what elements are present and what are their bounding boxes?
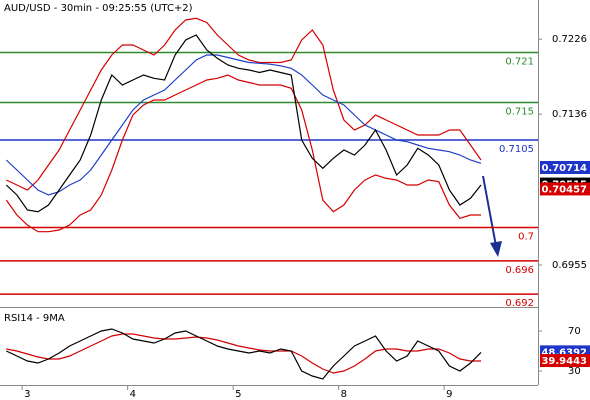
x-tick-label: 4 xyxy=(130,389,136,400)
series-line xyxy=(6,17,482,191)
chart-title: AUD/USD - 30min - 09:25:55 (UTC+2) xyxy=(4,3,193,14)
price-badge-label: 0.70457 xyxy=(541,184,587,195)
x-tick-label: 8 xyxy=(341,389,347,400)
forecast-arrow xyxy=(482,175,502,257)
level-label: 0.721 xyxy=(505,57,534,68)
y-tick-label: 0.6955 xyxy=(552,260,587,271)
y-tick-label: 30 xyxy=(568,366,581,377)
x-tick-label: 9 xyxy=(446,389,452,400)
series-line xyxy=(6,333,481,374)
y-tick-label: 70 xyxy=(568,326,581,337)
y-tick-label: 0.7226 xyxy=(552,34,587,45)
price-badge-label: 0.70714 xyxy=(541,163,587,174)
x-tick-label: 3 xyxy=(24,389,30,400)
indicator-title: RSI14 - 9MA xyxy=(4,313,65,324)
level-label: 0.7105 xyxy=(499,144,534,155)
price-badge xyxy=(540,161,590,174)
level-label: 0.7 xyxy=(518,232,534,243)
price-badge xyxy=(540,354,590,368)
level-label: 0.696 xyxy=(505,265,534,276)
level-label: 0.715 xyxy=(505,107,534,118)
series-line xyxy=(6,328,482,380)
price-badge xyxy=(540,182,590,196)
arrow-head xyxy=(490,241,502,257)
series-line xyxy=(5,54,482,196)
price-badge-label: 39.9443 xyxy=(541,356,587,367)
series-line xyxy=(5,34,482,213)
price-badge-label: 48.6392 xyxy=(541,347,587,358)
y-tick-label: 0.7136 xyxy=(552,109,587,120)
series-line xyxy=(5,74,481,233)
x-tick-label: 5 xyxy=(235,389,241,400)
arrow-line xyxy=(482,175,497,247)
level-label: 0.692 xyxy=(505,298,534,309)
